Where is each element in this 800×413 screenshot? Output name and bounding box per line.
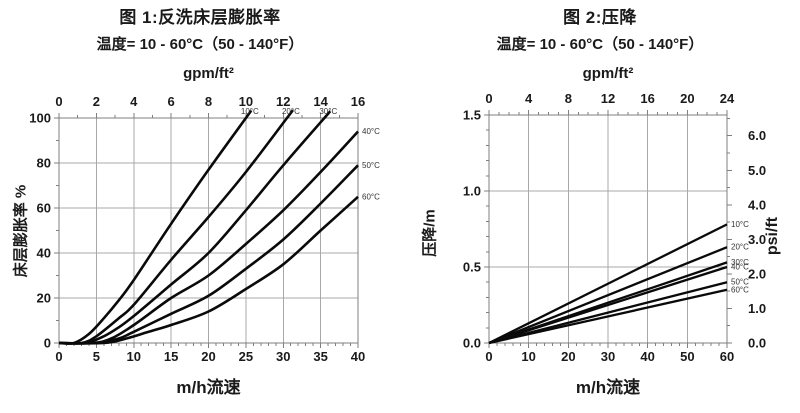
y-tick-label: 1.0 (463, 184, 481, 199)
top-tick-label: 0 (485, 91, 492, 106)
right-tick-label: 6.0 (748, 128, 766, 143)
series-label-30°C: 30°C (731, 258, 749, 267)
series-curve-20°C (58, 109, 294, 345)
x-tick-label: 40 (351, 349, 365, 364)
top-tick-label: 20 (680, 91, 694, 106)
top-tick-label: 8 (565, 91, 572, 106)
top-tick-label: 8 (205, 94, 212, 109)
top-tick-label: 14 (313, 94, 328, 109)
top-tick-label: 24 (720, 91, 735, 106)
x-tick-label: 50 (680, 349, 694, 364)
y-tick-label: 40 (37, 246, 51, 261)
top-tick-label: 4 (525, 91, 533, 106)
figure2-top-axis-label: gpm/ft² (582, 65, 634, 82)
figure1-top-axis-label: gpm/ft² (183, 65, 234, 82)
figure1-y-axis-label: 床层膨胀率 % (12, 184, 30, 278)
figure2-subtitle: 温度= 10 - 60°C（50 - 140°F） (496, 36, 704, 53)
series-curve-10°C (488, 223, 728, 345)
right-tick-label: 1.0 (748, 301, 766, 316)
x-tick-label: 0 (485, 349, 492, 364)
series-curve-20°C (488, 246, 728, 345)
x-tick-label: 0 (55, 349, 62, 364)
series-label-40°C: 40°C (731, 263, 749, 272)
x-tick-label: 10 (521, 349, 535, 364)
figure2-pressure-drop-chart: 0 10 20 30 40 50 60 0 4 8 12 16 20 24 0.0 0.5 1.0 1.5 0.0 1… (400, 0, 800, 413)
figure1-x-axis-label: m/h流速 (176, 378, 241, 397)
figure1-bed-expansion-chart: 0 5 10 15 20 25 30 35 40 0 2 4 6 8 10 12 14 16 0 20 40 60 80 10… (12, 8, 381, 397)
y-tick-label: 80 (37, 156, 51, 171)
x-tick-label: 25 (239, 349, 253, 364)
top-tick-label: 10 (239, 94, 253, 109)
x-tick-label: 35 (313, 349, 327, 364)
top-tick-label: 16 (640, 91, 654, 106)
series-label-20°C: 20°C (731, 243, 749, 252)
right-tick-label: 3.0 (748, 232, 766, 247)
y-tick-label: 0.5 (463, 260, 481, 275)
x-tick-label: 30 (601, 349, 615, 364)
y-tick-label: 100 (29, 111, 51, 126)
series-curve-10°C (58, 109, 253, 345)
figure2-title: 图 2:压降 (563, 8, 637, 27)
series-label-50°C: 50°C (731, 278, 749, 287)
right-tick-label: 0.0 (748, 336, 766, 351)
y-tick-label: 0.0 (463, 336, 481, 351)
figure2-right-y-axis-label: psi/ft (764, 216, 781, 256)
top-tick-label: 12 (276, 94, 290, 109)
x-tick-label: 10 (127, 349, 141, 364)
series-label-30°C: 30°C (319, 107, 337, 116)
y-tick-label: 0 (44, 336, 51, 351)
series-label-50°C: 50°C (362, 161, 380, 170)
series-label-10°C: 10°C (731, 220, 749, 229)
figure2-x-axis-label: m/h流速 (575, 378, 641, 397)
series-curve-50°C (488, 281, 728, 345)
top-tick-label: 0 (55, 94, 62, 109)
x-tick-label: 5 (93, 349, 100, 364)
right-tick-label: 4.0 (748, 197, 766, 212)
top-tick-label: 2 (93, 94, 100, 109)
series-label-60°C: 60°C (362, 192, 380, 201)
series-curve-40°C (488, 265, 728, 345)
figure1-plot-area: 0 5 10 15 20 25 30 35 40 0 2 4 6 8 10 12 14 16 0 20 40 60 80 10… (29, 94, 380, 364)
right-tick-label: 2.0 (748, 266, 766, 281)
figure1-title: 图 1:反洗床层膨胀率 (119, 8, 281, 27)
x-tick-label: 40 (640, 349, 654, 364)
series-curve-60°C (488, 288, 728, 345)
series-curve-30°C (58, 110, 332, 345)
series-label-60°C: 60°C (731, 285, 749, 294)
y-tick-label: 60 (37, 201, 51, 216)
y-tick-label: 20 (37, 291, 51, 306)
right-tick-label: 5.0 (748, 163, 766, 178)
top-tick-label: 4 (130, 94, 138, 109)
top-tick-label: 16 (351, 94, 365, 109)
figure1-subtitle: 温度= 10 - 60°C（50 - 140°F） (96, 36, 304, 53)
figure2-left-y-axis-label: 压降/m (421, 209, 439, 257)
y-tick-label: 1.5 (463, 108, 481, 123)
x-tick-label: 15 (164, 349, 178, 364)
x-tick-label: 30 (276, 349, 290, 364)
top-tick-label: 6 (168, 94, 175, 109)
x-tick-label: 20 (201, 349, 215, 364)
figure2-plot-area: 0 10 20 30 40 50 60 0 4 8 12 16 20 24 0.0 0.5 1.0 1.5 0.0 1… (463, 91, 766, 364)
series-label-20°C: 20°C (282, 107, 300, 116)
series-label-10°C: 10°C (241, 107, 259, 116)
series-label-40°C: 40°C (362, 127, 380, 136)
x-tick-label: 20 (561, 349, 575, 364)
x-tick-label: 60 (720, 349, 734, 364)
top-tick-label: 12 (601, 91, 615, 106)
series-curve-60°C (58, 195, 359, 345)
